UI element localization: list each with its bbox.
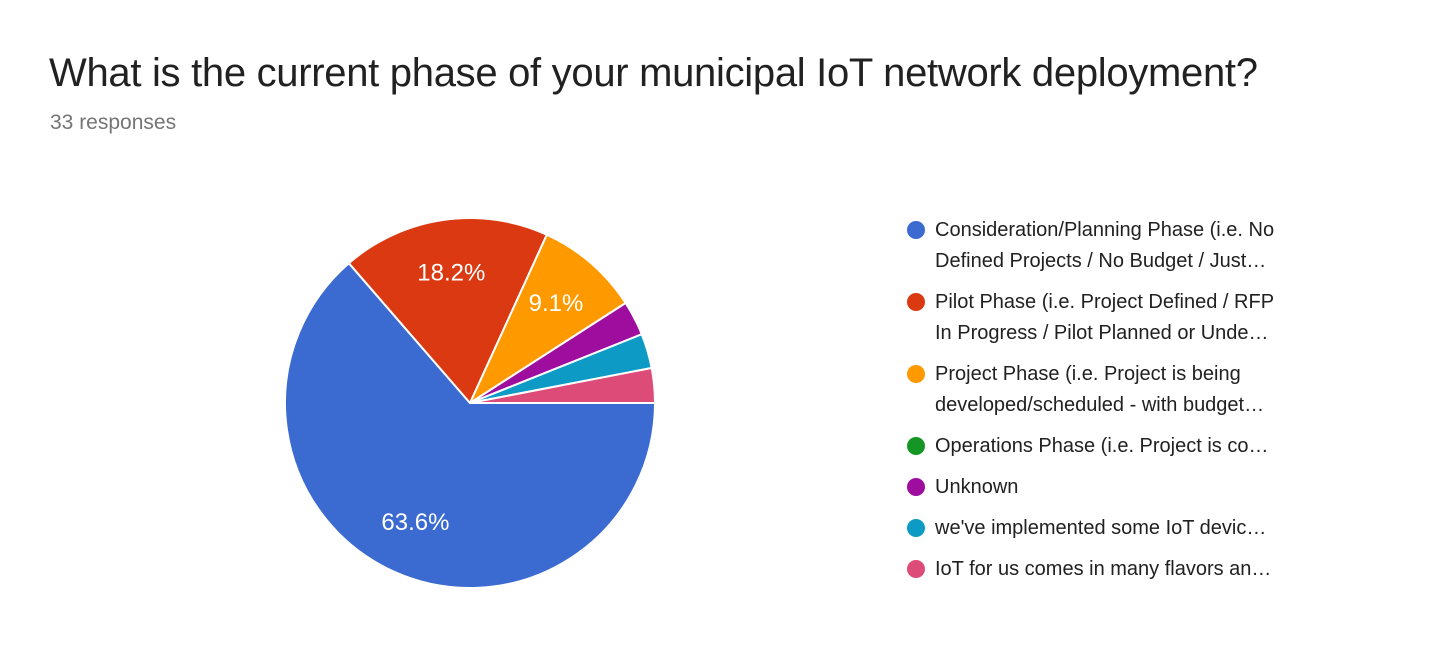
pie-slice-6[interactable] — [469, 366, 656, 404]
legend-color-dot — [907, 221, 925, 239]
legend-label-line: Pilot Phase (i.e. Project Defined / RFP — [935, 291, 1275, 313]
pie-chart-svg: 63.6% 18.2% 9.1% — [284, 217, 656, 590]
legend-color-dot — [907, 478, 925, 496]
legend-label-line: developed/scheduled - with budget… — [935, 394, 1265, 416]
legend-item-4: Unknown — [907, 472, 1407, 503]
legend-label: we've implemented some IoT devic… — [935, 513, 1266, 544]
slice-percent-label: 63.6% — [381, 509, 449, 536]
legend-label-line: we've implemented some IoT devic… — [935, 517, 1267, 539]
legend-item-3: Operations Phase (i.e. Project is co… — [907, 431, 1407, 462]
legend-label-line: Operations Phase (i.e. Project is co… — [935, 435, 1269, 457]
legend-label: Project Phase (i.e. Project is being deve… — [935, 359, 1264, 421]
legend-label-line: IoT for us comes in many flavors an… — [935, 558, 1272, 580]
legend-item-2: Project Phase (i.e. Project is being deve… — [907, 359, 1407, 421]
legend-label-line: Unknown — [935, 476, 1019, 498]
legend-label-line: In Progress / Pilot Planned or Unde… — [935, 322, 1269, 344]
pie-slice-0[interactable] — [284, 262, 656, 590]
legend-label: Pilot Phase (i.e. Project Defined / RFP I… — [935, 287, 1274, 349]
legend-label-line: Consideration/Planning Phase (i.e. No — [935, 219, 1275, 241]
legend-item-5: we've implemented some IoT devic… — [907, 513, 1407, 544]
slice-percent-label: 18.2% — [417, 259, 485, 286]
response-count: 33 responses — [50, 111, 177, 134]
legend-label-line: Project Phase (i.e. Project is being — [935, 363, 1241, 385]
legend-label: Operations Phase (i.e. Project is co… — [935, 431, 1268, 462]
legend-item-6: IoT for us comes in many flavors an… — [907, 554, 1407, 585]
chart-legend: Consideration/Planning Phase (i.e. No Def… — [907, 215, 1407, 585]
legend-item-1: Pilot Phase (i.e. Project Defined / RFP I… — [907, 287, 1407, 349]
legend-color-dot — [907, 519, 925, 537]
legend-color-dot — [907, 293, 925, 311]
legend-color-dot — [907, 437, 925, 455]
pie-chart: 63.6% 18.2% 9.1% — [260, 193, 680, 613]
question-title: What is the current phase of your munici… — [49, 51, 1258, 95]
legend-label: Consideration/Planning Phase (i.e. No Def… — [935, 215, 1274, 277]
pie-slice-1[interactable] — [347, 217, 548, 404]
slice-percent-label: 9.1% — [529, 290, 584, 317]
legend-label: Unknown — [935, 472, 1018, 503]
legend-color-dot — [907, 365, 925, 383]
legend-item-0: Consideration/Planning Phase (i.e. No Def… — [907, 215, 1407, 277]
legend-color-dot — [907, 560, 925, 578]
legend-label: IoT for us comes in many flavors an… — [935, 554, 1271, 585]
pie-slice-2[interactable] — [469, 233, 627, 404]
legend-label-line: Defined Projects / No Budget / Just… — [935, 250, 1267, 272]
